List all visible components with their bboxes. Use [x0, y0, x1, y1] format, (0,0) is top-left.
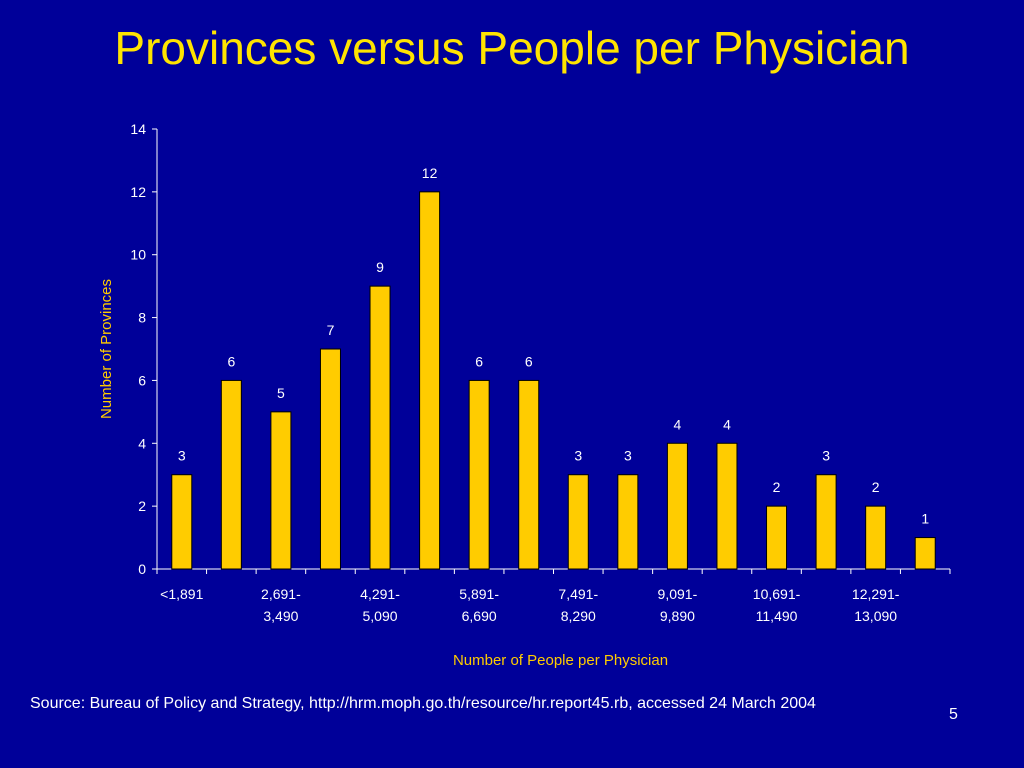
bar-2 [220, 379, 242, 570]
data-label: 4 [723, 416, 731, 432]
data-label: 1 [921, 511, 929, 527]
slide-title: Provinces versus People per Physician [114, 22, 910, 74]
bar-16 [914, 537, 936, 570]
data-label: 6 [525, 353, 533, 369]
x-axis-title: Number of People per Physician [453, 652, 668, 669]
bar-15 [865, 505, 887, 570]
y-axis-title: Number of Provinces [98, 279, 115, 419]
x-tick-label: 7,491-8,290 [558, 586, 598, 624]
data-label: 2 [773, 479, 781, 495]
source-citation: Source: Bureau of Policy and Strategy, h… [30, 695, 816, 712]
y-tick-label: 14 [130, 121, 146, 137]
x-tick-label: 12,291-13,090 [852, 586, 900, 624]
data-label: 2 [872, 479, 880, 495]
bar-1 [171, 474, 193, 570]
bar-6 [419, 191, 441, 570]
bar-4 [319, 348, 341, 570]
x-tick-label: 5,891-6,690 [459, 586, 499, 624]
bar-11 [666, 442, 688, 570]
bar-9 [567, 474, 589, 570]
data-label: 12 [422, 165, 438, 181]
x-tick-label: 10,691-11,490 [753, 586, 801, 624]
y-tick-label: 12 [130, 184, 146, 200]
y-tick-label: 4 [138, 435, 146, 451]
y-axis: 0 2 4 6 8 10 12 14 [130, 121, 158, 577]
x-tick-label: 4,291-5,090 [360, 586, 400, 624]
y-tick-label: 2 [138, 498, 146, 514]
data-labels: 3 6 5 7 9 12 6 6 3 3 4 4 2 3 2 1 [178, 165, 929, 527]
x-tick-label: <1,891 [160, 586, 203, 602]
y-tick-label: 6 [138, 372, 146, 388]
data-label: 7 [327, 322, 335, 338]
bar-10 [617, 474, 639, 570]
bar-13 [766, 505, 788, 570]
bar-14 [815, 474, 837, 570]
data-label: 3 [822, 448, 830, 464]
data-label: 3 [624, 448, 632, 464]
data-label: 3 [178, 448, 186, 464]
x-axis: <1,891 2,691-3,490 4,291-5,090 5,891-6,690 7… [156, 568, 951, 624]
data-label: 6 [227, 353, 235, 369]
bar-7 [468, 379, 490, 570]
bar-12 [716, 442, 738, 570]
bars [171, 191, 936, 570]
data-label: 6 [475, 353, 483, 369]
y-tick-label: 8 [138, 310, 146, 326]
data-label: 3 [574, 448, 582, 464]
data-label: 9 [376, 259, 384, 275]
bar-8 [518, 379, 540, 570]
slide-number: 5 [949, 706, 958, 723]
data-label: 4 [674, 416, 682, 432]
y-tick-label: 0 [138, 561, 146, 577]
x-tick-label: 9,091-9,890 [658, 586, 698, 624]
bar-5 [369, 285, 391, 570]
y-tick-label: 10 [130, 247, 146, 263]
x-tick-label: 2,691-3,490 [261, 586, 301, 624]
bar-3 [270, 411, 292, 570]
data-label: 5 [277, 385, 285, 401]
